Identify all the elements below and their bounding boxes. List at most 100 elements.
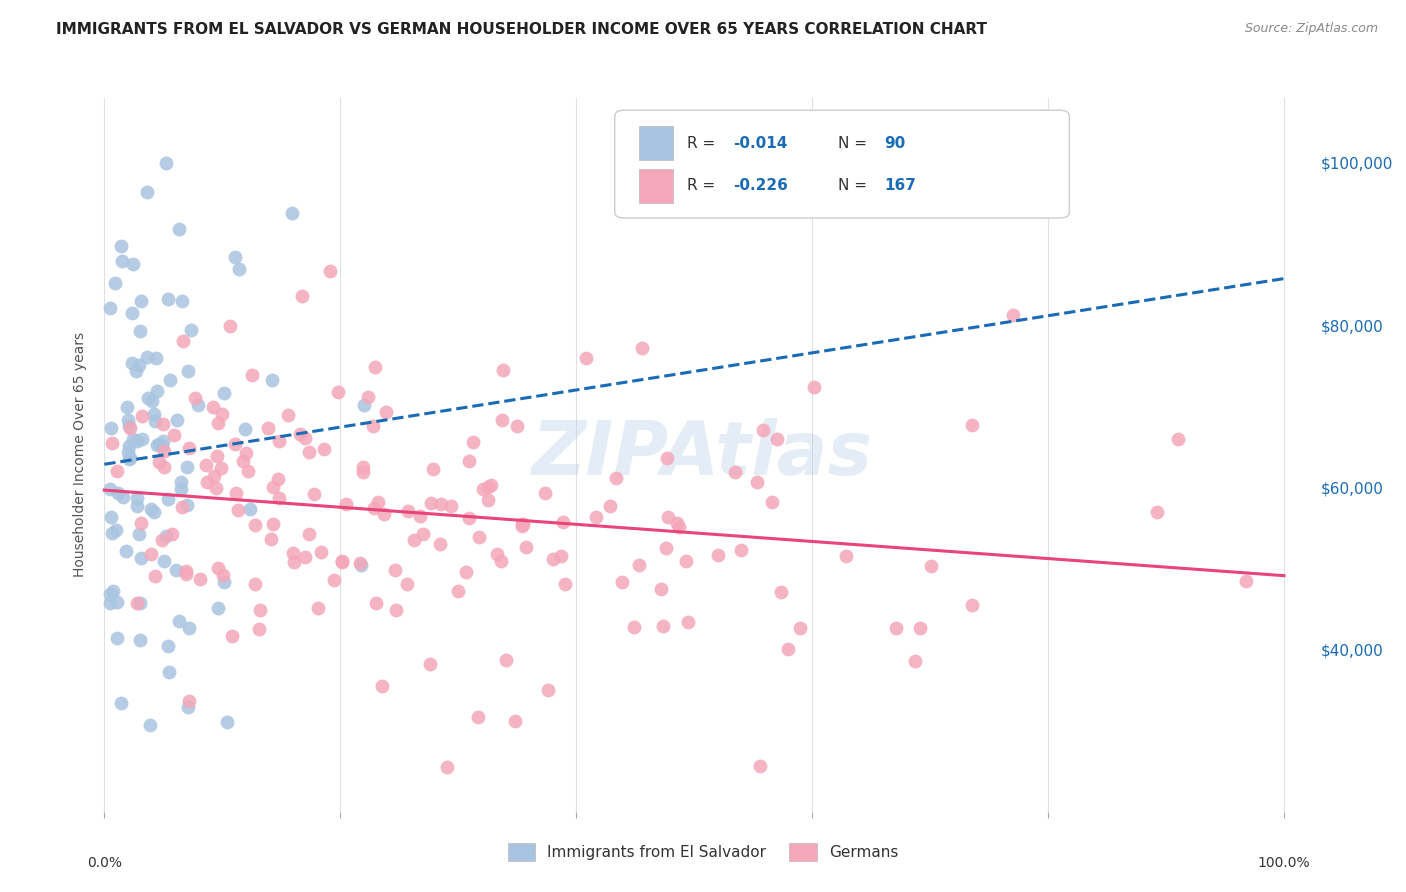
- Point: [357, 390, 380, 404]
- Point: [262, 516, 284, 531]
- Point: [429, 537, 451, 551]
- Point: [655, 541, 678, 556]
- Point: [412, 527, 434, 541]
- Legend: Immigrants from El Salvador, Germans: Immigrants from El Salvador, Germans: [501, 836, 905, 868]
- Point: [373, 507, 395, 521]
- Point: [363, 359, 385, 374]
- Point: [176, 498, 198, 512]
- Point: [330, 555, 353, 569]
- Point: [322, 574, 344, 588]
- Point: [288, 427, 311, 442]
- Point: [456, 565, 478, 579]
- Point: [537, 683, 560, 698]
- Point: [146, 384, 169, 398]
- Point: [228, 261, 250, 276]
- Point: [262, 373, 284, 387]
- Point: [512, 516, 534, 531]
- Point: [121, 356, 143, 370]
- Point: [138, 391, 160, 405]
- Point: [789, 621, 811, 635]
- Point: [172, 334, 194, 348]
- Bar: [638, 169, 673, 203]
- Point: [243, 518, 266, 533]
- Point: [157, 665, 180, 679]
- Point: [766, 432, 789, 446]
- Point: [165, 563, 187, 577]
- Point: [101, 526, 124, 541]
- Point: [177, 364, 200, 378]
- Point: [472, 482, 495, 496]
- Point: [150, 533, 173, 547]
- Point: [225, 486, 247, 500]
- Point: [396, 577, 419, 591]
- Point: [247, 622, 270, 636]
- Point: [104, 524, 127, 538]
- Point: [188, 572, 211, 586]
- Point: [761, 495, 783, 509]
- Point: [179, 694, 201, 708]
- Point: [550, 549, 572, 563]
- Point: [177, 621, 200, 635]
- Point: [145, 414, 167, 428]
- Point: [650, 582, 672, 596]
- Bar: [638, 126, 673, 161]
- Point: [396, 504, 419, 518]
- Point: [170, 293, 193, 308]
- Point: [115, 400, 138, 414]
- Point: [349, 556, 371, 570]
- Point: [776, 641, 799, 656]
- Point: [205, 482, 228, 496]
- Point: [127, 491, 149, 505]
- Point: [238, 502, 260, 516]
- Point: [458, 511, 481, 525]
- Point: [361, 419, 384, 434]
- Point: [240, 368, 263, 382]
- Point: [707, 548, 730, 562]
- Point: [120, 421, 142, 435]
- Point: [150, 439, 173, 453]
- Point: [353, 398, 375, 412]
- Point: [489, 554, 512, 568]
- Point: [312, 442, 335, 456]
- Point: [129, 516, 152, 531]
- Point: [177, 442, 200, 456]
- Point: [156, 491, 179, 506]
- Point: [370, 679, 392, 693]
- Point: [630, 341, 652, 355]
- Point: [101, 436, 124, 450]
- Point: [277, 409, 299, 423]
- Point: [118, 450, 141, 465]
- Point: [224, 437, 246, 451]
- Point: [118, 452, 141, 467]
- Point: [141, 547, 163, 561]
- Point: [170, 482, 193, 496]
- Point: [492, 363, 515, 377]
- Point: [172, 500, 194, 514]
- Point: [486, 547, 509, 561]
- Point: [145, 351, 167, 365]
- Point: [352, 465, 374, 479]
- Point: [167, 222, 190, 236]
- Point: [585, 510, 607, 524]
- Point: [166, 413, 188, 427]
- Point: [153, 554, 176, 568]
- Text: R =: R =: [688, 136, 720, 151]
- Point: [960, 598, 983, 612]
- Point: [118, 439, 141, 453]
- Point: [160, 527, 183, 541]
- Point: [110, 239, 132, 253]
- Point: [139, 501, 162, 516]
- Point: [676, 615, 699, 630]
- Point: [467, 530, 489, 544]
- Text: IMMIGRANTS FROM EL SALVADOR VS GERMAN HOUSEHOLDER INCOME OVER 65 YEARS CORRELATI: IMMIGRANTS FROM EL SALVADOR VS GERMAN HO…: [56, 22, 987, 37]
- Text: 100.0%: 100.0%: [1258, 856, 1310, 871]
- Point: [105, 595, 128, 609]
- Point: [267, 434, 290, 448]
- Point: [747, 475, 769, 489]
- Point: [233, 422, 256, 436]
- Point: [803, 380, 825, 394]
- Point: [335, 497, 357, 511]
- Point: [202, 400, 225, 414]
- Point: [291, 289, 314, 303]
- Point: [98, 301, 121, 316]
